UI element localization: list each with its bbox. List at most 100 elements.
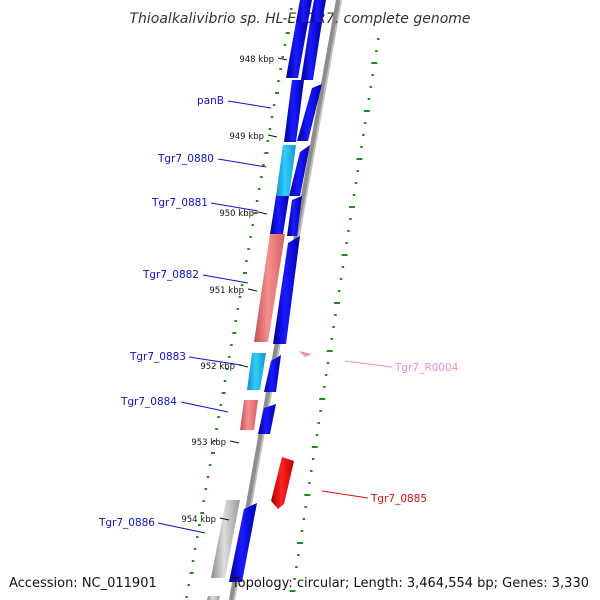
gc-tick — [289, 590, 296, 592]
position-tick-label: 953 kbp — [191, 438, 226, 448]
cog-feature — [284, 80, 304, 142]
position-tick-mark — [229, 440, 240, 444]
gc-tick — [191, 560, 195, 562]
topology-text: Topology: circular; Length: 3,464,554 bp… — [231, 576, 589, 591]
gc-tick — [341, 266, 345, 268]
gc-tick — [348, 206, 355, 208]
gc-tick — [352, 194, 356, 196]
gc-tick — [204, 488, 208, 490]
gc-tick — [339, 278, 343, 280]
gc-tick — [240, 284, 244, 286]
accession-text: Accession: NC_011901 — [9, 576, 157, 591]
gc-tick — [215, 428, 218, 430]
gc-tick — [249, 236, 252, 238]
gc-tick — [270, 116, 274, 118]
gc-tick — [279, 68, 282, 70]
gc-tick — [296, 542, 303, 544]
gc-tick — [251, 224, 255, 226]
cds-arrow — [229, 503, 257, 582]
gc-tick — [217, 416, 220, 418]
gc-tick — [206, 476, 210, 478]
gc-tick — [187, 584, 190, 586]
position-tick-mark — [277, 57, 288, 61]
cog-feature — [286, 22, 308, 78]
gc-tick — [302, 518, 306, 520]
position-tick-label: 951 kbp — [209, 286, 244, 296]
gene-label-leader — [157, 522, 206, 534]
cog-feature — [270, 196, 289, 234]
gc-tick — [334, 314, 337, 316]
gc-tick — [213, 440, 216, 442]
gc-content-ticks — [185, 8, 380, 598]
gene-label[interactable]: Tgr7_0882 — [142, 269, 199, 281]
gc-tick — [266, 140, 270, 142]
gene-label-leader — [217, 158, 267, 168]
gc-tick — [285, 32, 290, 34]
gc-tick — [234, 320, 237, 322]
cds-arrow — [297, 84, 322, 141]
gc-tick — [275, 92, 280, 94]
gene-label[interactable]: Tgr7_0883 — [129, 351, 186, 363]
gc-tick — [349, 218, 352, 220]
gene-label[interactable]: Tgr7_0880 — [157, 153, 214, 165]
gc-tick — [223, 380, 227, 382]
gc-tick — [324, 374, 328, 376]
gene-label[interactable]: panB — [197, 95, 224, 107]
gc-tick — [236, 308, 240, 310]
gc-tick — [257, 188, 261, 190]
position-tick-label: 954 kbp — [181, 515, 216, 525]
gene-label[interactable]: Tgr7_0881 — [151, 197, 208, 209]
gc-tick — [262, 164, 265, 166]
gc-tick — [323, 386, 326, 388]
position-tick-label: 948 kbp — [239, 55, 274, 65]
gc-tick — [308, 482, 311, 484]
cds-arrow — [273, 236, 300, 344]
gc-tick — [297, 554, 300, 556]
cog-feature — [207, 596, 220, 600]
gc-tick — [356, 158, 363, 160]
gc-tick — [367, 98, 371, 100]
gene-label-leader — [180, 401, 229, 413]
gc-tick — [268, 128, 272, 130]
gc-tick — [293, 578, 296, 580]
gc-tick — [245, 260, 248, 262]
cog-feature — [254, 234, 285, 342]
gc-tick — [319, 410, 322, 412]
gene-label[interactable]: Tgr7_R0004 — [394, 362, 459, 374]
gc-tick — [377, 38, 380, 40]
gc-tick — [230, 344, 233, 346]
gene-labels: panB Tgr7_0880 Tgr7_0881 Tgr7_0882 Tgr7_0883… — [98, 95, 459, 534]
gc-tick — [326, 350, 333, 352]
cog-lane — [207, 0, 312, 600]
gc-tick — [281, 56, 284, 58]
gc-tick — [189, 572, 194, 574]
gc-tick — [371, 74, 374, 76]
cds-arrow — [287, 196, 302, 236]
gc-tick — [198, 524, 201, 526]
gene-label[interactable]: Tgr7_0886 — [98, 517, 155, 529]
gene-label-leader — [344, 360, 393, 368]
gc-tick — [363, 122, 367, 124]
gc-tick — [287, 20, 291, 22]
gc-tick — [238, 296, 242, 298]
gc-tick — [264, 152, 269, 154]
gc-tick — [283, 44, 287, 46]
cds-feature — [310, 0, 326, 22]
gc-tick — [337, 290, 341, 292]
gc-tick — [304, 506, 307, 508]
gc-tick — [360, 146, 363, 148]
position-ticks: 948 kbp 949 kbp 950 kbp 951 kbp 952 kbp 953 k… — [181, 55, 288, 525]
gc-tick — [232, 332, 237, 334]
cog-feature — [276, 145, 296, 196]
cds-arrow — [264, 355, 281, 392]
gene-label-leader — [210, 202, 259, 212]
gc-tick — [295, 566, 298, 568]
gc-tick — [304, 494, 311, 496]
position-tick-label: 950 kbp — [219, 209, 254, 219]
gc-tick — [332, 326, 335, 328]
gc-tick — [253, 212, 258, 214]
gene-label[interactable]: Tgr7_0885 — [370, 493, 427, 505]
gc-tick — [319, 398, 326, 400]
gc-tick — [300, 530, 304, 532]
gene-label[interactable]: Tgr7_0884 — [120, 396, 177, 408]
